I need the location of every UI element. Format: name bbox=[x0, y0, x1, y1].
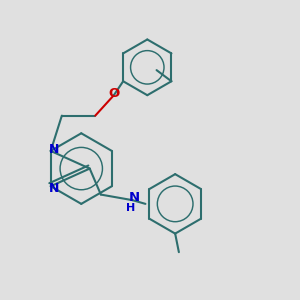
Text: H: H bbox=[126, 203, 135, 213]
Text: O: O bbox=[108, 87, 119, 100]
Text: N: N bbox=[49, 182, 59, 195]
Text: N: N bbox=[49, 142, 59, 156]
Text: N: N bbox=[129, 191, 140, 204]
